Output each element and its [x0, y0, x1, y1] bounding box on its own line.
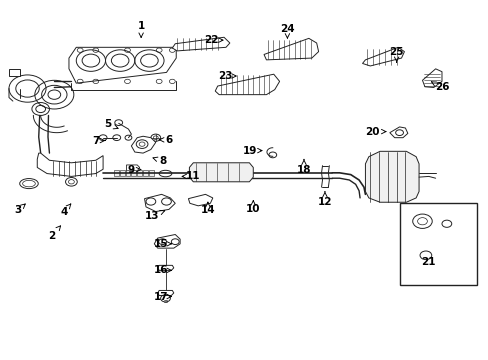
Text: 11: 11: [182, 171, 200, 181]
Polygon shape: [365, 151, 418, 202]
Polygon shape: [149, 170, 154, 176]
Polygon shape: [137, 170, 142, 176]
Polygon shape: [9, 69, 20, 76]
Polygon shape: [154, 234, 180, 248]
Text: 18: 18: [296, 159, 310, 175]
Polygon shape: [158, 291, 173, 296]
Polygon shape: [389, 127, 407, 138]
Polygon shape: [37, 153, 103, 176]
Text: 9: 9: [127, 165, 141, 175]
Ellipse shape: [159, 170, 171, 177]
Polygon shape: [422, 69, 441, 87]
Text: 6: 6: [159, 135, 172, 145]
Polygon shape: [264, 39, 318, 60]
Polygon shape: [131, 170, 136, 176]
Polygon shape: [215, 74, 279, 95]
Polygon shape: [143, 170, 148, 176]
Polygon shape: [188, 194, 212, 206]
Text: 1: 1: [137, 21, 144, 37]
Text: 3: 3: [14, 204, 25, 216]
Polygon shape: [158, 265, 173, 270]
Text: 19: 19: [243, 145, 262, 156]
Text: 13: 13: [144, 210, 164, 221]
Text: 23: 23: [217, 71, 236, 81]
Text: 21: 21: [421, 257, 435, 267]
Polygon shape: [172, 37, 229, 51]
Text: 4: 4: [61, 204, 71, 217]
Text: 24: 24: [280, 24, 294, 38]
Text: 12: 12: [317, 192, 331, 207]
Text: 7: 7: [92, 136, 105, 145]
Polygon shape: [126, 165, 140, 171]
Polygon shape: [189, 163, 253, 182]
Ellipse shape: [20, 179, 38, 189]
Polygon shape: [144, 194, 175, 212]
Polygon shape: [120, 170, 124, 176]
Text: 5: 5: [104, 120, 118, 129]
Polygon shape: [114, 170, 119, 176]
Text: 2: 2: [48, 226, 61, 240]
Text: 16: 16: [153, 265, 171, 275]
Text: 25: 25: [388, 46, 403, 62]
Text: 20: 20: [364, 127, 385, 136]
Text: 17: 17: [153, 292, 171, 302]
Text: 26: 26: [431, 82, 448, 93]
Text: 10: 10: [245, 201, 260, 215]
Polygon shape: [131, 136, 156, 153]
Text: 8: 8: [153, 156, 166, 166]
Text: 14: 14: [200, 202, 215, 216]
Bar: [399, 203, 476, 285]
Polygon shape: [125, 170, 130, 176]
Text: 15: 15: [153, 239, 171, 249]
Polygon shape: [362, 47, 404, 66]
Polygon shape: [69, 47, 176, 83]
Text: 22: 22: [203, 35, 223, 45]
